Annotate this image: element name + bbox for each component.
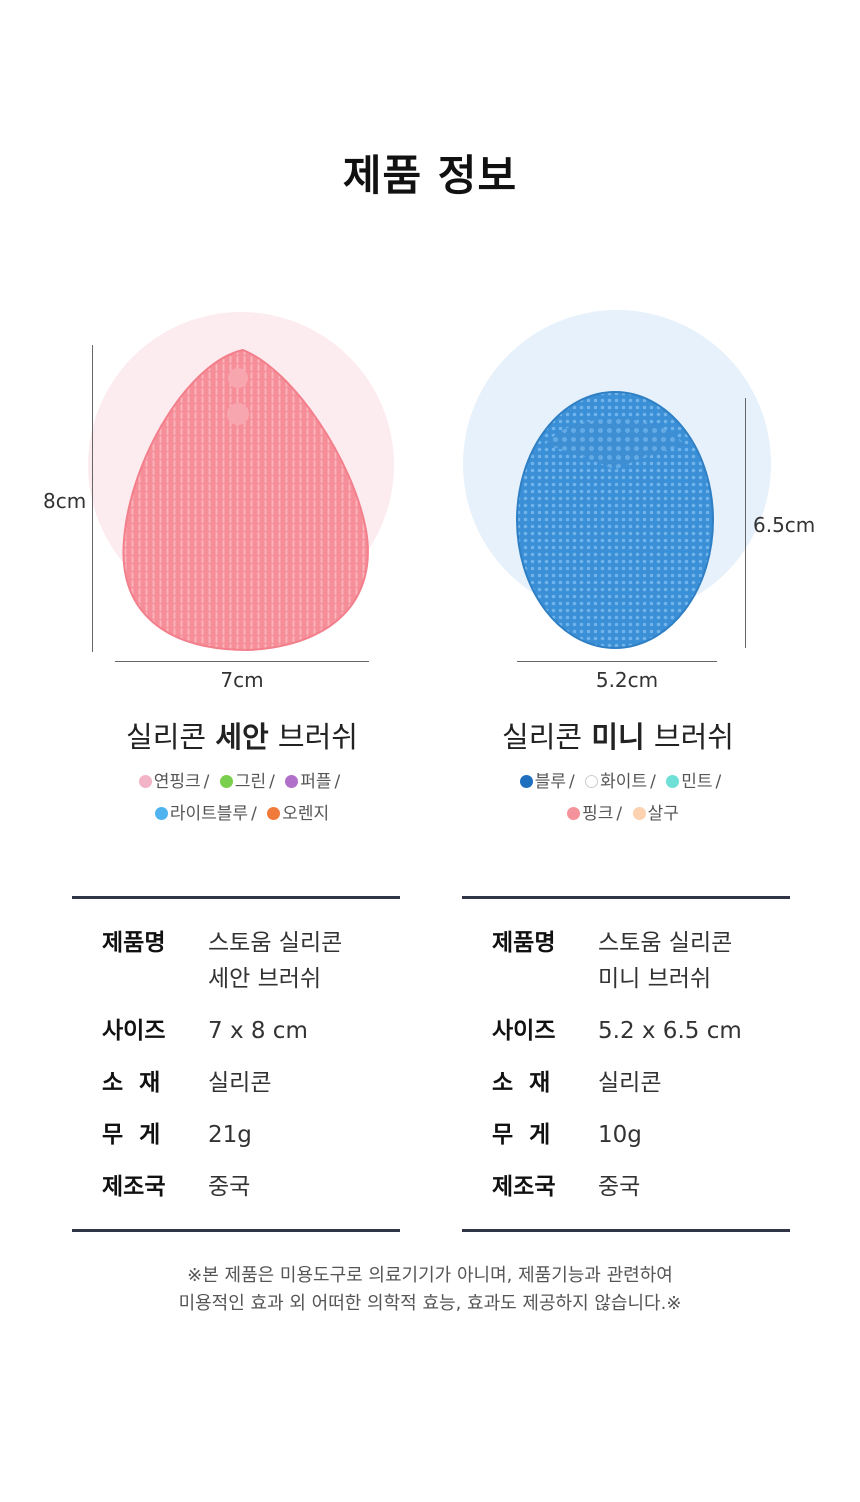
spec-row-size: 사이즈 7 x 8 cm: [102, 1018, 308, 1044]
face-brush-image: [122, 348, 369, 652]
color-swatch-white: [585, 775, 599, 788]
spec-row-origin: 제조국 중국: [102, 1174, 251, 1200]
color-swatch-blue: [519, 775, 533, 788]
color-swatch-green: [219, 775, 233, 788]
color-swatch-light-pink: [138, 775, 152, 788]
spec-row-name: 제품명 스토움 실리콘 세안 브러쉬: [102, 930, 343, 992]
product-2-color-options: 블루 / 화이트 / 민트 / 핑크 / 살구: [421, 766, 825, 830]
product-2-width-line: [517, 661, 717, 662]
product-1-height-line: [92, 345, 93, 652]
color-row: 블루 / 화이트 / 민트 /: [421, 766, 825, 798]
spec-row-weight: 무 게 10g: [492, 1122, 642, 1148]
product-1-width-line: [115, 661, 369, 662]
product-2-width-label: 5.2cm: [595, 668, 659, 692]
product-1-width-label: 7cm: [220, 668, 264, 692]
color-row: 라이트블루 / 오렌지: [40, 798, 444, 830]
product-1-spec-table: 제품명 스토움 실리콘 세안 브러쉬 사이즈 7 x 8 cm 소 재 실리콘 …: [72, 896, 400, 1232]
color-swatch-mint: [666, 775, 680, 788]
spec-row-size: 사이즈 5.2 x 6.5 cm: [492, 1018, 742, 1044]
color-swatch-purple: [285, 775, 299, 788]
product-2-spec-table: 제품명 스토움 실리콘 미니 브러쉬 사이즈 5.2 x 6.5 cm 소 재 …: [462, 896, 790, 1232]
product-1-title: 실리콘 세안 브러쉬: [126, 720, 358, 754]
mini-brush-image: [516, 391, 714, 649]
spec-row-name: 제품명 스토움 실리콘 미니 브러쉬: [492, 930, 733, 992]
spec-row-material: 소 재 실리콘: [492, 1070, 662, 1096]
product-1-height-label: 8cm: [43, 489, 87, 513]
color-row: 핑크 / 살구: [421, 798, 825, 830]
color-swatch-orange: [267, 807, 281, 820]
product-2-height-label: 6.5cm: [753, 513, 816, 537]
color-row: 연핑크 / 그린 / 퍼플 /: [40, 766, 444, 798]
spec-row-material: 소 재 실리콘: [102, 1070, 272, 1096]
page-title: 제품 정보: [342, 151, 518, 200]
product-1-color-options: 연핑크 / 그린 / 퍼플 / 라이트블루 / 오렌지: [40, 766, 444, 830]
product-2-title: 실리콘 미니 브러쉬: [502, 720, 734, 754]
product-2-height-line: [745, 398, 746, 648]
color-swatch-apricot: [632, 807, 646, 820]
spec-row-origin: 제조국 중국: [492, 1174, 641, 1200]
spec-row-weight: 무 게 21g: [102, 1122, 252, 1148]
color-swatch-light-blue: [154, 807, 168, 820]
disclaimer-text: ※본 제품은 미용도구로 의료기기가 아니며, 제품기능과 관련하여 미용적인 …: [178, 1265, 682, 1314]
color-swatch-pink: [567, 807, 581, 820]
